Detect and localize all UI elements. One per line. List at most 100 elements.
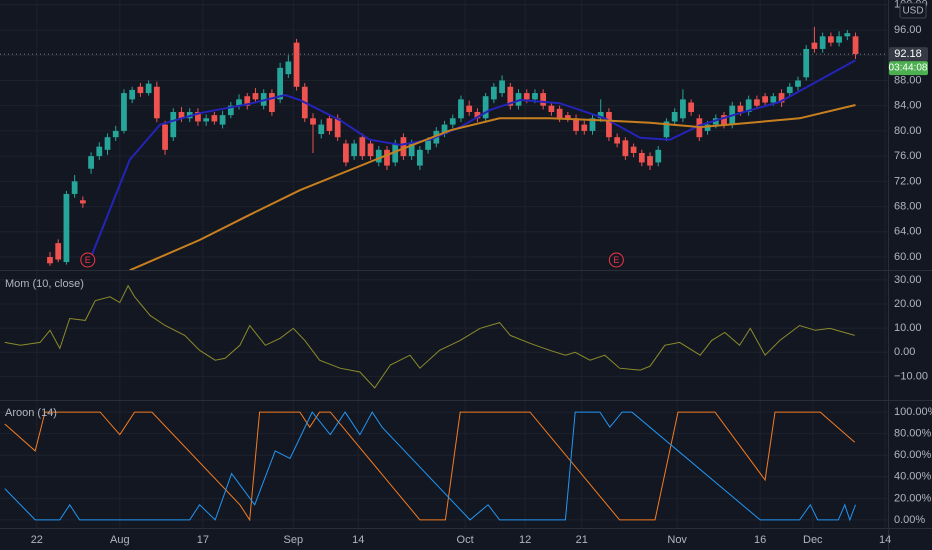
grid [0, 0, 888, 528]
y-tick-label: 0.00 [894, 346, 915, 358]
candle-body [680, 99, 686, 119]
candle-body [449, 118, 456, 125]
candle-body [762, 96, 768, 103]
candle-body [104, 137, 111, 150]
x-tick-label: 21 [576, 534, 588, 546]
candle-body [236, 99, 242, 106]
panel [0, 26, 888, 270]
y-tick-label: 40.00% [894, 471, 932, 483]
candle-body [392, 143, 399, 163]
candle-body [630, 146, 637, 153]
candle-body [597, 111, 604, 119]
candle-body [647, 156, 653, 166]
currency-box[interactable] [899, 2, 927, 19]
panel [4, 284, 855, 389]
candle-body [490, 86, 497, 100]
candle-body [425, 140, 431, 150]
y-tick-label: 80.00 [894, 125, 922, 137]
candle-body [178, 111, 185, 119]
candle-body [219, 115, 226, 125]
candle-body [170, 111, 177, 138]
candle-body [137, 86, 144, 94]
x-tick-label: Sep [283, 534, 303, 546]
candle-body [96, 146, 103, 157]
x-tick-label: Oct [457, 534, 474, 546]
candle-body [499, 80, 505, 94]
candle-body [795, 80, 801, 87]
y-tick-label: 76.00 [894, 150, 922, 162]
y-tick-label: 68.00 [894, 200, 922, 212]
candle-body [721, 115, 727, 125]
candle-body [88, 156, 94, 169]
candle-body [655, 149, 662, 163]
candle-body [671, 111, 678, 122]
last-price-label: 92.18 [894, 48, 922, 60]
panel-title: Mom (10, close) [5, 278, 84, 290]
candle-body [704, 124, 711, 131]
candle-body [63, 193, 70, 263]
candle-body [581, 124, 588, 131]
y-tick-label: 20.00 [894, 298, 922, 310]
candle-body [688, 102, 695, 112]
candle-body [803, 48, 810, 78]
candle-body [606, 111, 612, 138]
y-tick-label: 20.00% [894, 492, 932, 504]
last-price-box [889, 47, 928, 62]
candle-body [474, 111, 481, 119]
candle-body [195, 111, 201, 122]
x-tick-label: 16 [754, 534, 766, 546]
candle-body [532, 93, 538, 100]
candle-body [203, 118, 210, 122]
candle-body [786, 86, 793, 94]
candle-body [416, 149, 423, 166]
candle-body [400, 137, 407, 157]
candle-body [819, 36, 826, 49]
candle-body [367, 143, 374, 157]
candle-body [589, 118, 596, 131]
candle-body [548, 105, 555, 112]
candle-body [310, 118, 316, 125]
candle-body [458, 99, 464, 119]
candle-body [47, 257, 53, 264]
candle-body [384, 149, 390, 166]
candle-body [351, 143, 357, 157]
candle-body [269, 93, 275, 112]
y-tick-label: 88.00 [894, 74, 922, 86]
candle-body [79, 200, 86, 204]
candle-body [441, 124, 448, 135]
candle-body [244, 96, 251, 106]
candle-body [112, 130, 119, 138]
x-tick-label: Aug [110, 534, 130, 546]
candle-body [466, 105, 473, 112]
x-tick-label: 14 [879, 534, 891, 546]
y-tick-label: 96.00 [894, 24, 922, 36]
axis: 60.00 64.00 68.00 72.00 76.00 80.00 84.00 88.00… [31, 0, 932, 546]
candle-body [129, 89, 136, 100]
y-tick-label: 80.00% [894, 428, 932, 440]
event-marker [608, 252, 624, 268]
line [129, 104, 856, 270]
candle-body [121, 93, 127, 131]
candle-body [55, 243, 62, 260]
event-label: E [613, 255, 619, 265]
candle-body [523, 93, 530, 100]
candle-body [153, 86, 160, 119]
candle-body [852, 36, 859, 55]
y-tick-label: 10.00 [894, 322, 922, 334]
candle-body [359, 137, 366, 157]
currency[interactable]: USD [902, 6, 923, 17]
candle-body [811, 42, 818, 49]
candle-body [211, 115, 218, 122]
candle-body [622, 140, 629, 157]
candle-body [277, 67, 284, 100]
candle-body [573, 118, 579, 131]
line [4, 411, 856, 522]
candle-body [737, 105, 744, 112]
candle-body [334, 118, 341, 138]
candle-body [836, 36, 842, 43]
candle-body [293, 42, 300, 87]
panel-title: Aroon (14) [5, 407, 57, 419]
candle-body [540, 93, 547, 106]
